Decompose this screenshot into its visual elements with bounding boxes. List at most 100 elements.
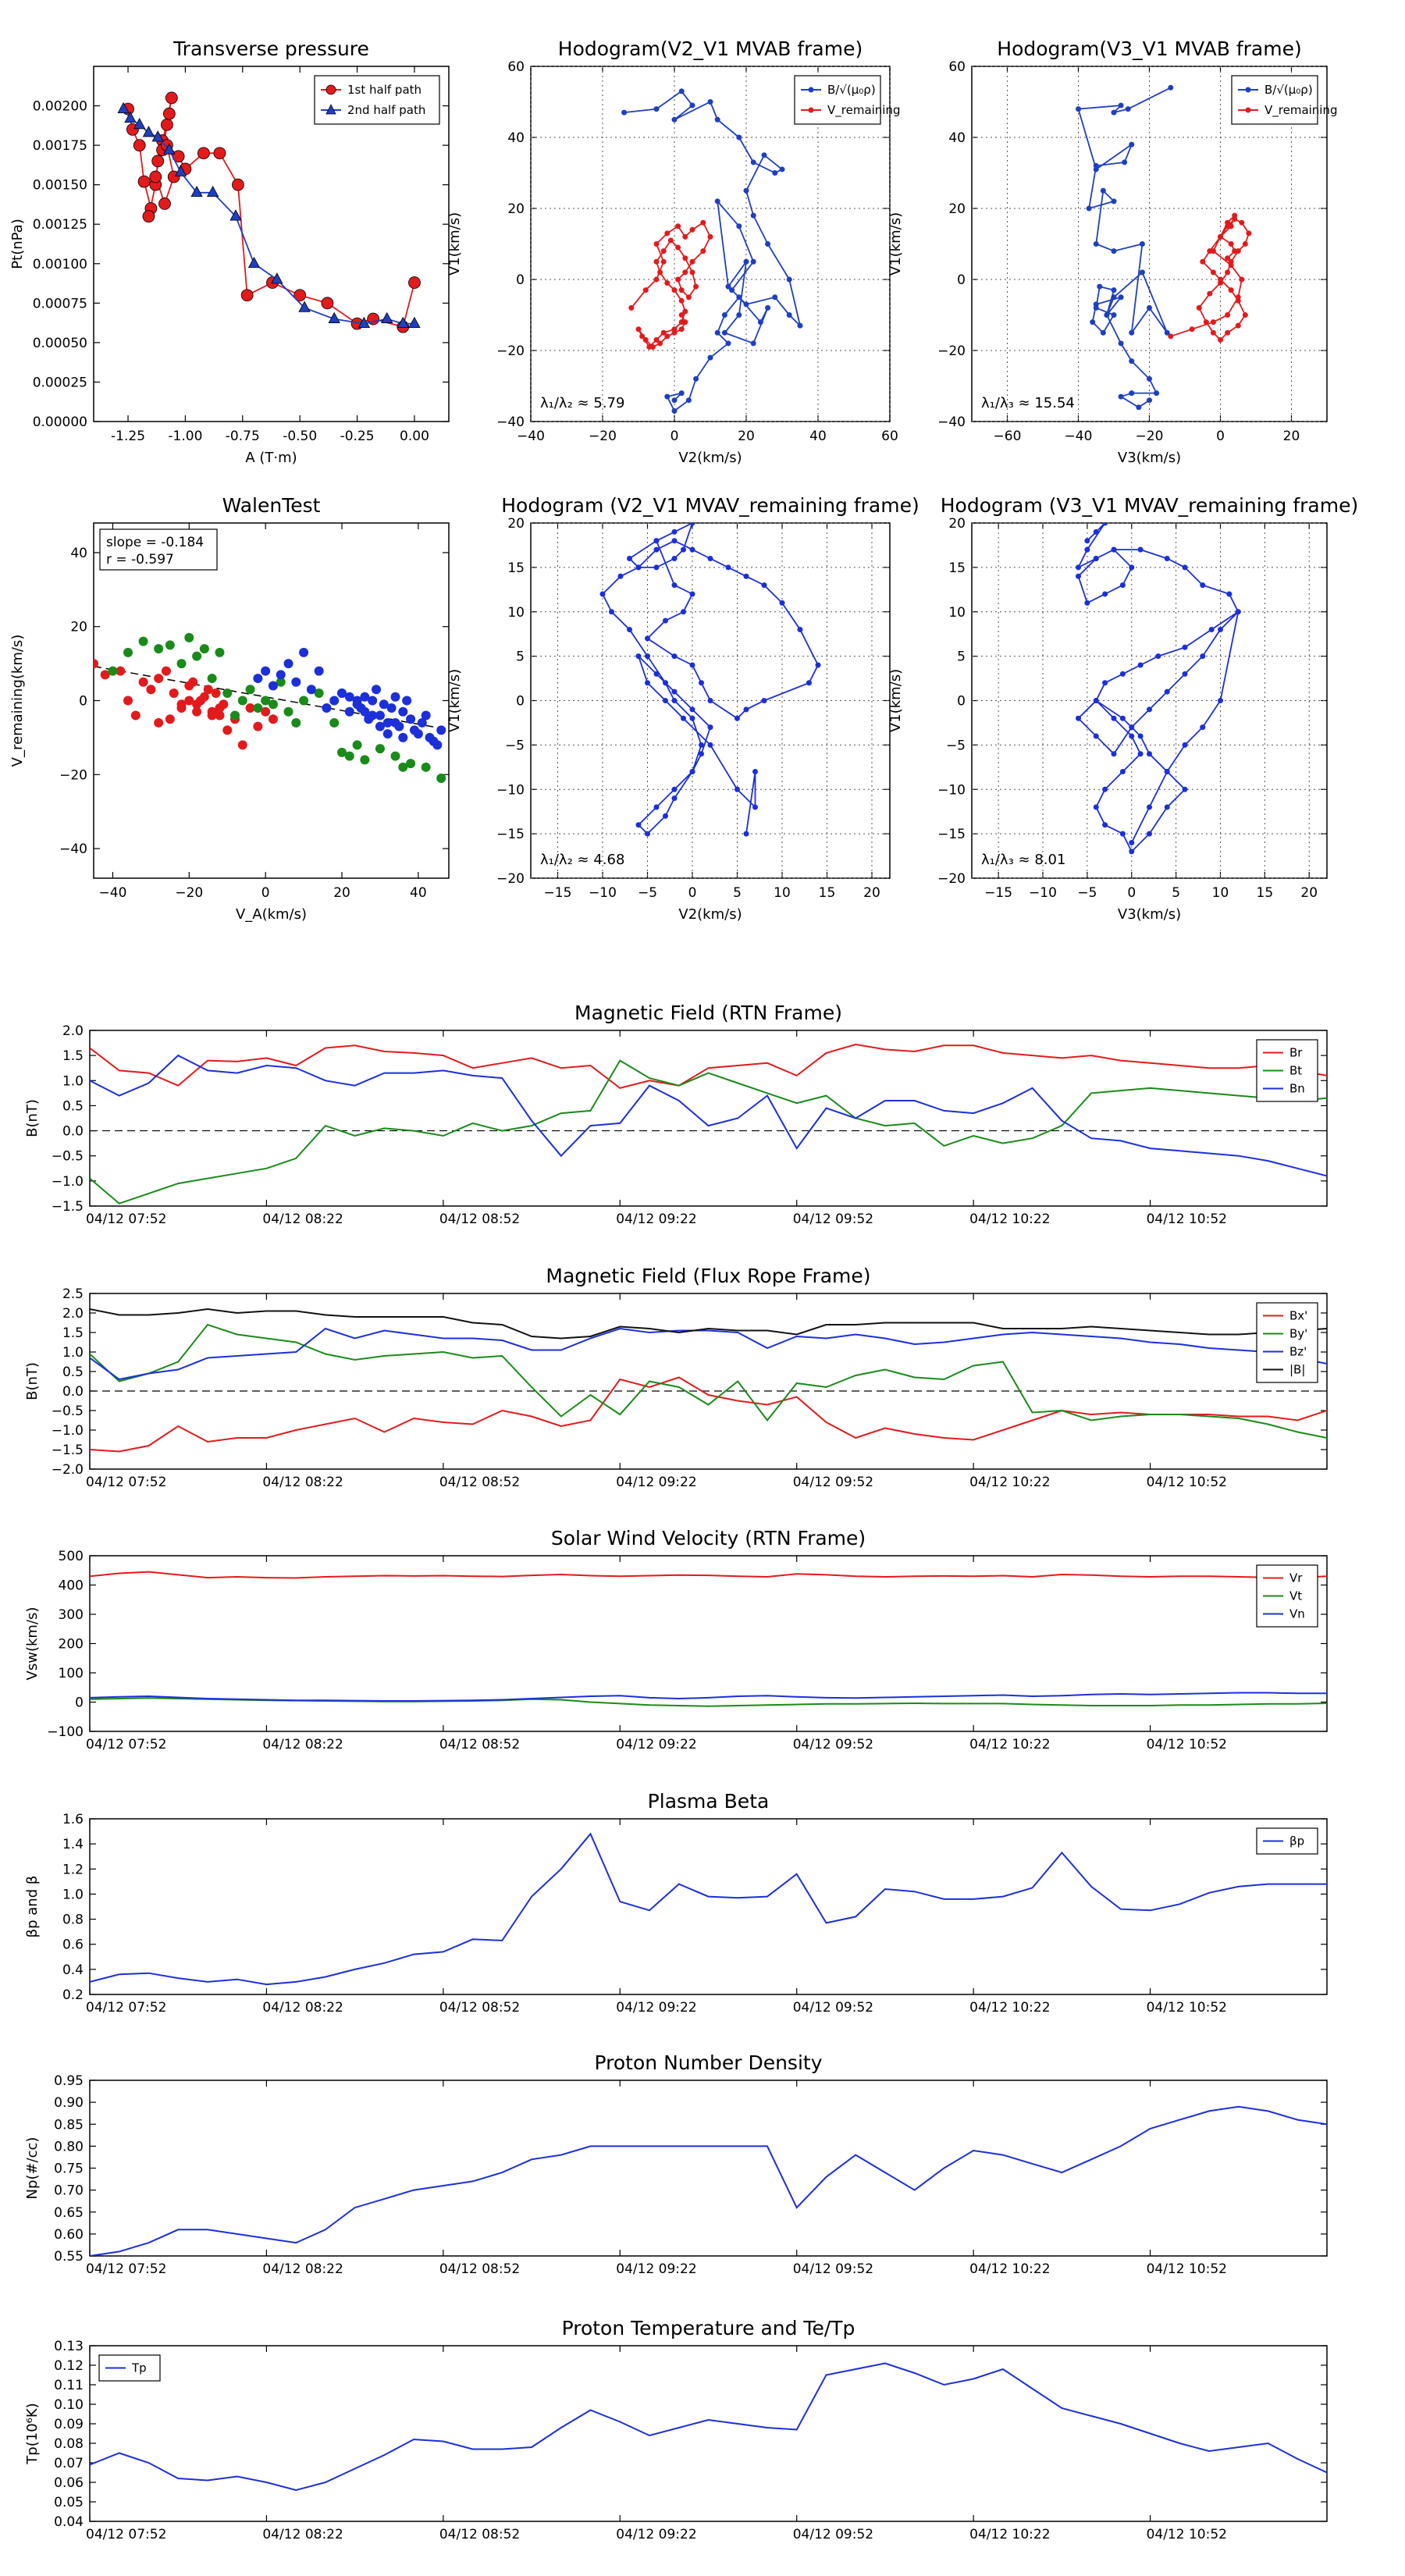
data-point bbox=[1189, 326, 1195, 333]
data-point bbox=[635, 564, 642, 571]
plot-frame bbox=[89, 2345, 1328, 2522]
x-tick-label: 15 bbox=[1257, 885, 1274, 901]
data-point bbox=[671, 582, 678, 589]
data-point bbox=[1119, 769, 1126, 774]
series-line-B/√(μ₀ρ) bbox=[1077, 87, 1172, 408]
data-point bbox=[352, 699, 362, 710]
data-point bbox=[1111, 248, 1117, 254]
data-point bbox=[689, 591, 695, 597]
data-point bbox=[215, 647, 225, 657]
data-point bbox=[1239, 276, 1245, 283]
y-tick-label: 0.06 bbox=[54, 2475, 84, 2491]
walen-stats: slope = -0.184 r = -0.597 bbox=[99, 528, 218, 571]
data-point bbox=[609, 609, 614, 615]
chart-title: Magnetic Field (Flux Rope Frame) bbox=[546, 1265, 870, 1287]
legend-label: B/√(μ₀ρ) bbox=[1264, 83, 1313, 97]
data-point bbox=[1154, 390, 1160, 397]
data-point bbox=[653, 336, 660, 343]
data-point bbox=[681, 715, 686, 721]
y-tick-label: 0.10 bbox=[54, 2397, 84, 2413]
data-point bbox=[707, 742, 713, 748]
y-tick-label: 0.00200 bbox=[33, 99, 87, 115]
legend-box bbox=[1231, 75, 1318, 125]
legend-box bbox=[1256, 1564, 1318, 1628]
data-point bbox=[176, 659, 187, 669]
data-point bbox=[123, 696, 133, 706]
panel-p5: Hodogram (V2_V1 MVAV_remaining frame) −20… bbox=[446, 494, 919, 923]
data-point bbox=[237, 696, 247, 706]
data-point bbox=[390, 751, 400, 761]
y-axis-label: V1(km/s) bbox=[446, 212, 463, 276]
data-point bbox=[752, 769, 758, 774]
y-tick-label: 1.6 bbox=[62, 1812, 84, 1827]
legend-label: Bn bbox=[1289, 1082, 1305, 1096]
y-tick-label: 0.12 bbox=[54, 2358, 84, 2374]
data-point bbox=[298, 301, 311, 312]
data-point bbox=[382, 729, 393, 739]
data-point bbox=[786, 276, 792, 283]
data-point bbox=[689, 258, 695, 265]
x-axis-label: V2(km/s) bbox=[678, 450, 742, 466]
data-point bbox=[1218, 627, 1223, 632]
data-point bbox=[743, 831, 749, 837]
data-point bbox=[685, 294, 692, 301]
panel-p8: Magnetic Field (Flux Rope Frame) −2.0 −1.5… bbox=[24, 1265, 1328, 1490]
y-tick-label: 0.00100 bbox=[33, 257, 87, 272]
data-point bbox=[344, 692, 354, 702]
x-tick-label: 04/12 10:52 bbox=[1147, 1737, 1227, 1752]
data-point bbox=[1129, 564, 1135, 571]
data-point bbox=[663, 698, 668, 703]
data-point bbox=[229, 209, 242, 221]
data-point bbox=[682, 319, 688, 326]
y-tick-label: 0.00025 bbox=[33, 375, 87, 390]
y-tick-label: 15 bbox=[507, 560, 525, 576]
data-point bbox=[314, 688, 324, 699]
data-point bbox=[188, 677, 198, 687]
data-point bbox=[752, 804, 758, 810]
data-point bbox=[1137, 751, 1144, 757]
legend: B/√(μ₀ρ) V_remaining bbox=[1231, 75, 1338, 125]
data-point bbox=[432, 740, 443, 750]
series-line-Vn bbox=[90, 1692, 1327, 1702]
data-layer bbox=[90, 2105, 1327, 2256]
data-point bbox=[190, 185, 203, 197]
x-tick-label: 10 bbox=[774, 885, 791, 901]
data-point bbox=[1225, 329, 1231, 336]
y-tick-label: 200 bbox=[59, 1637, 84, 1653]
x-tick-label: −40 bbox=[1065, 429, 1093, 444]
data-layer bbox=[1076, 84, 1252, 411]
data-point bbox=[94, 659, 98, 669]
panel-p7: Magnetic Field (RTN Frame) −1.5 −1.0 −0.5 0.… bbox=[24, 1002, 1328, 1227]
data-point bbox=[806, 680, 812, 686]
data-point bbox=[725, 340, 731, 347]
data-point bbox=[689, 706, 695, 713]
data-point bbox=[1118, 102, 1124, 109]
y-axis-label: Pt(nPa) bbox=[9, 219, 26, 269]
data-point bbox=[379, 699, 389, 710]
series-line-Bx' bbox=[90, 1376, 1327, 1453]
data-point bbox=[357, 316, 371, 329]
data-point bbox=[779, 166, 785, 173]
data-point bbox=[1235, 297, 1241, 304]
data-point bbox=[161, 666, 171, 676]
data-point bbox=[750, 212, 756, 219]
data-point bbox=[1084, 600, 1090, 606]
data-point bbox=[314, 666, 324, 676]
y-axis-label: V1(km/s) bbox=[887, 212, 904, 276]
data-point bbox=[382, 717, 393, 728]
data-point bbox=[689, 662, 695, 668]
y-tick-label: 1.0 bbox=[62, 1345, 84, 1361]
data-point bbox=[1084, 538, 1090, 544]
data-point bbox=[1147, 804, 1152, 810]
data-point bbox=[222, 725, 233, 735]
data-point bbox=[627, 556, 632, 561]
data-point bbox=[1129, 329, 1135, 336]
data-point bbox=[1076, 715, 1081, 721]
data-point bbox=[154, 674, 164, 684]
data-point bbox=[253, 703, 263, 713]
y-tick-label: 20 bbox=[507, 516, 525, 532]
data-point bbox=[678, 312, 685, 318]
data-point bbox=[1100, 329, 1106, 336]
data-point bbox=[1147, 751, 1152, 757]
x-tick-label: 04/12 10:22 bbox=[969, 2000, 1050, 2016]
